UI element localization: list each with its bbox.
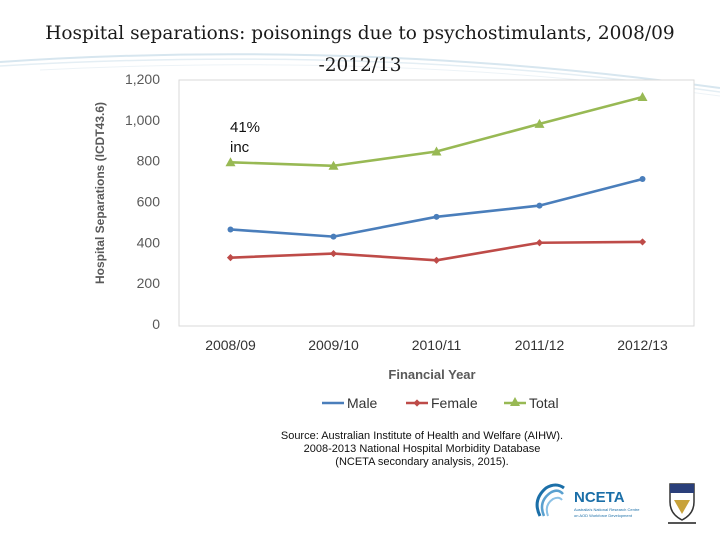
x-tick-label: 2008/09 bbox=[205, 337, 256, 353]
y-tick-label: 0 bbox=[152, 316, 160, 332]
x-tick-label: 2010/11 bbox=[412, 337, 462, 353]
source-line-3: (NCETA secondary analysis, 2015). bbox=[335, 456, 509, 468]
data-point-female bbox=[226, 254, 235, 262]
y-tick-label: 1,200 bbox=[125, 71, 160, 87]
nceta-swirl-icon bbox=[535, 483, 565, 517]
page-title: Hospital separations: poisonings due to … bbox=[0, 18, 720, 82]
x-axis-ticks: 2008/09 2009/10 2010/11 2011/12 2012/13 bbox=[205, 337, 668, 353]
y-axis-label: Hospital Separations (ICDT43.6) bbox=[93, 102, 107, 284]
nceta-logo-subtext-1: Australia's National Research Centre bbox=[574, 507, 640, 512]
data-point-male bbox=[639, 176, 646, 183]
data-point-male bbox=[433, 213, 440, 220]
annotation-line-2: inc bbox=[230, 139, 250, 156]
source-line-1: Source: Australian Institute of Health a… bbox=[280, 430, 564, 442]
legend-item-male: Male bbox=[322, 395, 378, 411]
legend-label-male: Male bbox=[347, 395, 378, 411]
x-axis-label: Financial Year bbox=[388, 367, 475, 382]
legend-label-total: Total bbox=[529, 395, 559, 411]
data-point-female bbox=[329, 249, 338, 258]
data-point-male bbox=[330, 233, 337, 240]
x-tick-label: 2012/13 bbox=[617, 337, 668, 353]
nceta-logo-subtext-2: on AOD Workforce Development bbox=[574, 513, 633, 518]
nceta-logo-text: NCETA bbox=[574, 489, 625, 506]
y-tick-label: 200 bbox=[137, 275, 161, 291]
series-total bbox=[225, 91, 648, 170]
data-point-total bbox=[637, 91, 648, 101]
data-point-total bbox=[534, 118, 545, 128]
plot-area bbox=[178, 79, 695, 327]
nceta-logo: NCETA Australia's National Research Cent… bbox=[535, 483, 640, 518]
legend-marker-total bbox=[510, 397, 520, 406]
legend-label-female: Female bbox=[431, 395, 478, 411]
data-point-female bbox=[535, 239, 544, 247]
title-line-1: Hospital separations: poisonings due to … bbox=[45, 23, 675, 44]
legend: Male Female Total bbox=[322, 395, 559, 411]
y-tick-label: 1,000 bbox=[125, 112, 160, 128]
data-point-total bbox=[225, 157, 236, 167]
y-axis-ticks: 0 200 400 600 800 1,000 1,200 bbox=[125, 71, 160, 332]
university-crest-icon bbox=[668, 483, 696, 524]
data-point-female bbox=[432, 256, 441, 264]
data-point-male bbox=[227, 226, 234, 233]
series-male bbox=[227, 176, 646, 240]
series-layer bbox=[225, 91, 648, 264]
x-tick-label: 2009/10 bbox=[308, 337, 359, 353]
data-point-total bbox=[431, 146, 442, 156]
title-line-2: -2012/13 bbox=[318, 55, 402, 76]
legend-item-female: Female bbox=[406, 395, 478, 411]
data-point-total bbox=[328, 160, 339, 170]
source-line-2: 2008-2013 National Hospital Morbidity Da… bbox=[303, 443, 541, 455]
y-tick-label: 600 bbox=[137, 194, 161, 210]
y-tick-label: 400 bbox=[137, 234, 161, 250]
legend-item-total: Total bbox=[504, 395, 559, 411]
data-point-male bbox=[536, 202, 543, 209]
x-tick-label: 2011/12 bbox=[515, 337, 565, 353]
annotation-line-1: 41% bbox=[230, 119, 261, 136]
y-tick-label: 800 bbox=[137, 153, 161, 169]
legend-marker-female bbox=[413, 399, 421, 407]
series-female bbox=[226, 238, 647, 264]
data-point-female bbox=[638, 238, 647, 246]
source-note: Source: Australian Institute of Health a… bbox=[262, 430, 582, 469]
increase-annotation: 41% inc bbox=[230, 118, 290, 158]
